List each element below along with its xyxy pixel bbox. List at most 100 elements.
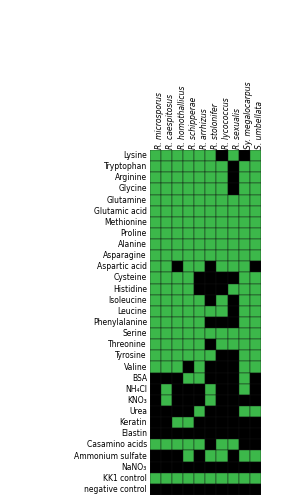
Bar <box>172 384 183 395</box>
Bar <box>205 440 217 450</box>
Bar <box>150 440 161 450</box>
Bar <box>250 306 261 317</box>
Bar <box>194 306 205 317</box>
Bar <box>239 250 250 262</box>
Bar <box>205 250 217 262</box>
Bar <box>239 294 250 306</box>
Bar <box>172 217 183 228</box>
Bar <box>194 428 205 440</box>
Bar <box>183 262 194 272</box>
Bar <box>150 306 161 317</box>
Bar <box>172 339 183 350</box>
Bar <box>239 239 250 250</box>
Bar <box>150 350 161 362</box>
Bar <box>183 306 194 317</box>
Bar <box>250 372 261 384</box>
Bar <box>194 440 205 450</box>
Bar <box>250 440 261 450</box>
Bar <box>228 172 239 184</box>
Bar <box>239 284 250 294</box>
Bar <box>183 317 194 328</box>
Bar <box>194 406 205 417</box>
Bar <box>150 372 161 384</box>
Bar <box>172 306 183 317</box>
Bar <box>172 194 183 205</box>
Bar <box>228 228 239 239</box>
Bar <box>205 428 217 440</box>
Bar <box>228 239 239 250</box>
Bar <box>239 228 250 239</box>
Bar <box>217 317 228 328</box>
Bar <box>205 317 217 328</box>
Bar <box>239 306 250 317</box>
Bar <box>205 484 217 495</box>
Bar <box>217 406 228 417</box>
Bar <box>194 372 205 384</box>
Bar <box>183 406 194 417</box>
Bar <box>194 462 205 472</box>
Bar <box>150 150 161 161</box>
Bar <box>161 262 172 272</box>
Bar <box>150 339 161 350</box>
Bar <box>172 172 183 184</box>
Bar <box>239 450 250 462</box>
Bar <box>228 161 239 172</box>
Bar <box>161 194 172 205</box>
Bar <box>161 372 172 384</box>
Bar <box>250 472 261 484</box>
Bar <box>183 484 194 495</box>
Bar <box>217 372 228 384</box>
Bar <box>172 239 183 250</box>
Bar <box>161 184 172 194</box>
Bar <box>183 272 194 283</box>
Bar <box>161 440 172 450</box>
Bar <box>161 161 172 172</box>
Bar <box>239 417 250 428</box>
Bar <box>172 250 183 262</box>
Bar <box>172 450 183 462</box>
Bar <box>194 172 205 184</box>
Bar <box>205 406 217 417</box>
Bar <box>205 239 217 250</box>
Bar <box>150 317 161 328</box>
Bar <box>183 395 194 406</box>
Bar <box>161 217 172 228</box>
Bar <box>172 262 183 272</box>
Bar <box>239 484 250 495</box>
Bar <box>205 172 217 184</box>
Bar <box>217 262 228 272</box>
Bar <box>239 172 250 184</box>
Bar <box>239 472 250 484</box>
Bar <box>228 284 239 294</box>
Bar <box>205 450 217 462</box>
Bar <box>183 384 194 395</box>
Bar <box>150 284 161 294</box>
Bar <box>172 406 183 417</box>
Bar <box>150 272 161 283</box>
Bar <box>183 284 194 294</box>
Bar <box>217 395 228 406</box>
Bar <box>194 339 205 350</box>
Bar <box>194 194 205 205</box>
Bar <box>205 339 217 350</box>
Bar <box>194 395 205 406</box>
Bar <box>194 184 205 194</box>
Bar <box>150 462 161 472</box>
Bar <box>217 484 228 495</box>
Bar <box>161 450 172 462</box>
Bar <box>228 194 239 205</box>
Bar <box>183 172 194 184</box>
Bar <box>183 362 194 372</box>
Bar <box>239 462 250 472</box>
Bar <box>228 484 239 495</box>
Bar <box>250 395 261 406</box>
Bar <box>161 472 172 484</box>
Bar <box>217 250 228 262</box>
Bar <box>250 484 261 495</box>
Bar <box>161 462 172 472</box>
Bar <box>217 384 228 395</box>
Bar <box>194 250 205 262</box>
Bar <box>250 284 261 294</box>
Bar <box>239 440 250 450</box>
Bar <box>150 362 161 372</box>
